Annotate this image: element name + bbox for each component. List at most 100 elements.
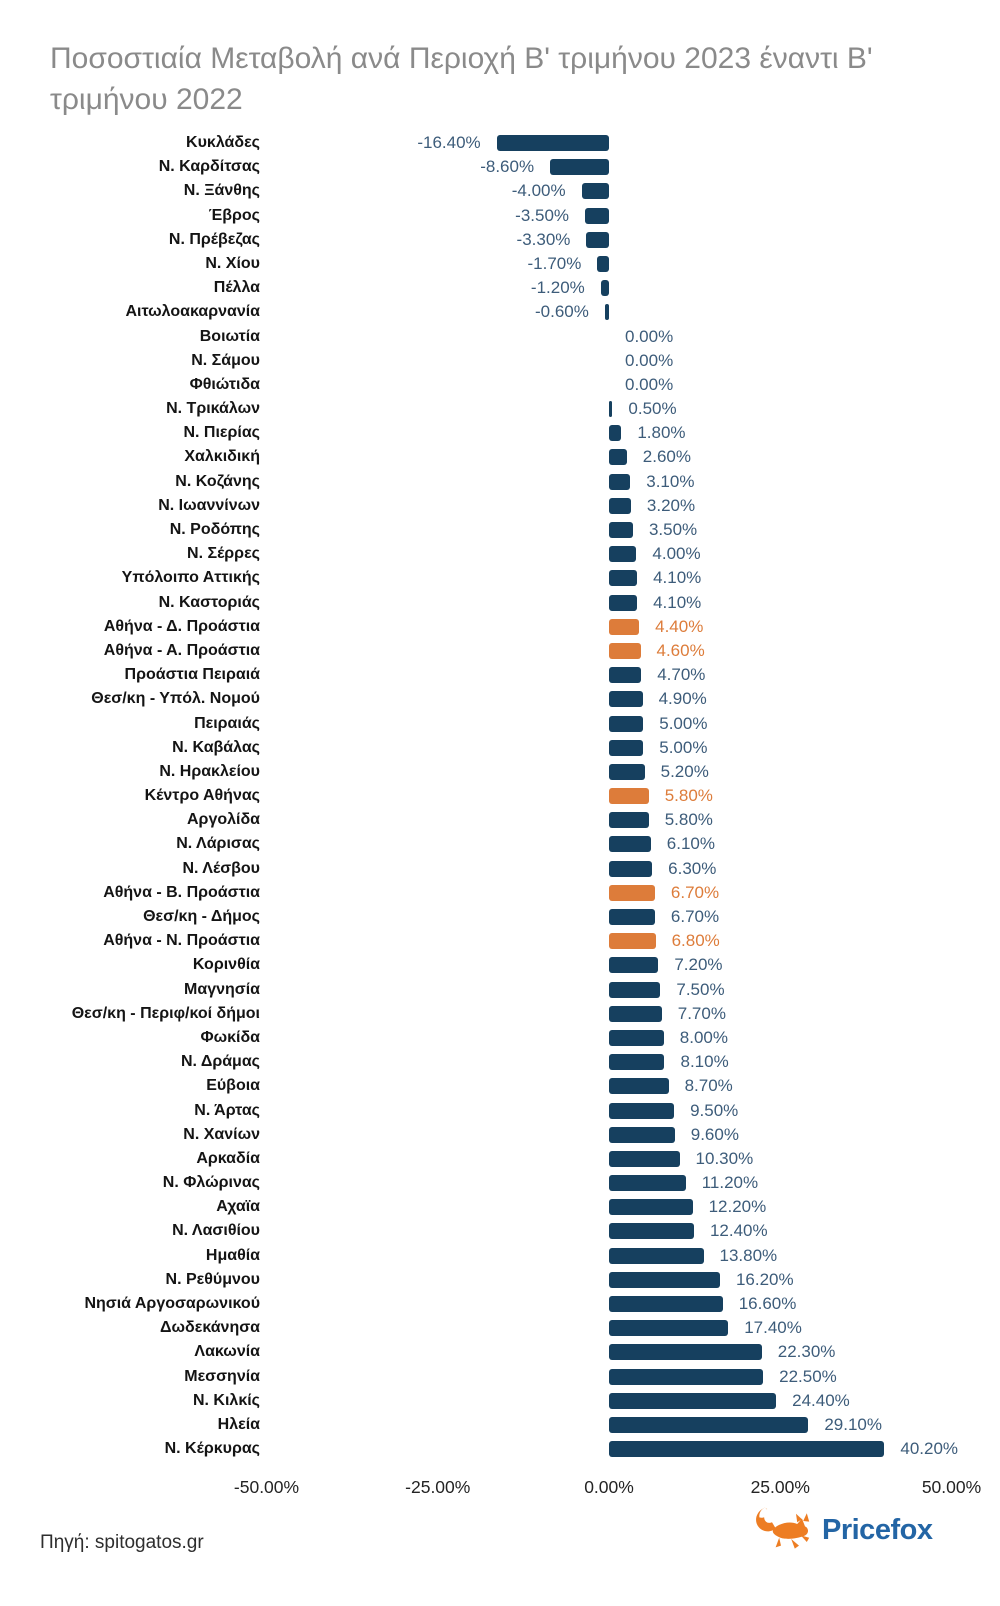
bar-plot-area: -1.20% <box>260 276 1000 300</box>
bar[interactable] <box>609 642 641 659</box>
bar-plot-area: 0.00% <box>260 373 1000 397</box>
bar[interactable] <box>609 1368 764 1385</box>
bar-row: Κέντρο Αθήνας 5.80% <box>0 784 1000 808</box>
bar[interactable] <box>609 1223 694 1240</box>
bar[interactable] <box>609 1416 809 1433</box>
value-label: 8.70% <box>684 1076 733 1096</box>
bar[interactable] <box>496 135 609 151</box>
bar[interactable] <box>609 1078 669 1095</box>
region-label: Ν. Φλώρινας <box>162 1174 260 1192</box>
value-label: 7.50% <box>676 979 725 999</box>
bar-row: Έβρος -3.50% <box>0 204 1000 228</box>
bar[interactable] <box>609 739 644 756</box>
bar[interactable] <box>609 497 631 514</box>
bar[interactable] <box>609 401 613 418</box>
bar[interactable] <box>609 715 644 732</box>
bar-plot-area: 4.60% <box>260 639 1000 663</box>
region-label: Ν. Καστοριάς <box>158 593 260 611</box>
region-label: Χαλκιδική <box>184 448 260 466</box>
bar[interactable] <box>609 1320 729 1337</box>
bar[interactable] <box>581 183 609 200</box>
value-label: 7.70% <box>677 1003 726 1023</box>
bar-row: Αχαϊα 12.20% <box>0 1195 1000 1219</box>
bar[interactable] <box>586 231 609 248</box>
bar[interactable] <box>609 763 645 780</box>
bar-row: Εύβοια 8.70% <box>0 1074 1000 1098</box>
bar-plot-area: 17.40% <box>260 1316 1000 1340</box>
bar-row: Ημαθία 13.80% <box>0 1244 1000 1268</box>
bar-plot-area: -1.70% <box>260 252 1000 276</box>
bar-row: Φθιώτιδα 0.00% <box>0 373 1000 397</box>
region-label: Μαγνησία <box>184 980 260 998</box>
bar[interactable] <box>609 1344 762 1361</box>
bar[interactable] <box>609 981 661 998</box>
region-label: Ν. Καρδίτσας <box>158 158 260 176</box>
value-label: -1.20% <box>530 278 585 298</box>
bar[interactable] <box>609 1441 885 1458</box>
bar-plot-area: 4.90% <box>260 687 1000 711</box>
source-text: Πηγή: spitogatos.gr <box>40 1532 204 1553</box>
bar-row: Ν. Χανίων 9.60% <box>0 1123 1000 1147</box>
bar[interactable] <box>550 159 609 176</box>
bar[interactable] <box>597 255 609 272</box>
chart-title: Ποσοστιαία Μεταβολή ανά Περιοχή Β' τριμή… <box>50 42 873 117</box>
value-label: 2.60% <box>642 447 691 467</box>
bar[interactable] <box>609 1247 704 1264</box>
bar[interactable] <box>609 884 655 901</box>
bar[interactable] <box>585 207 609 224</box>
value-label: 3.20% <box>646 495 696 515</box>
region-label: Ν. Κέρκυρας <box>164 1440 260 1458</box>
bar-row: Θεσ/κη - Περιφ/κοί δήμοι 7.70% <box>0 1002 1000 1026</box>
bar-row: Ν. Κοζάνης 3.10% <box>0 470 1000 494</box>
bar[interactable] <box>609 546 637 563</box>
bar[interactable] <box>609 1005 662 1022</box>
value-label: 11.20% <box>701 1173 759 1193</box>
bar[interactable] <box>609 1392 777 1409</box>
bar[interactable] <box>609 909 655 925</box>
bar[interactable] <box>609 522 633 538</box>
region-label: Ν. Σάμου <box>191 351 260 369</box>
bar[interactable] <box>609 1054 665 1071</box>
bar[interactable] <box>609 1296 723 1312</box>
bar[interactable] <box>609 860 653 877</box>
bar[interactable] <box>609 1102 675 1119</box>
bar[interactable] <box>609 1271 720 1288</box>
bar[interactable] <box>609 449 627 466</box>
bar[interactable] <box>609 812 649 829</box>
region-label: Έβρος <box>208 206 260 224</box>
bar-row: Ν. Δράμας 8.10% <box>0 1050 1000 1074</box>
bar[interactable] <box>609 1029 664 1046</box>
bar-row: Δωδεκάνησα 17.40% <box>0 1316 1000 1340</box>
bar[interactable] <box>609 1175 686 1192</box>
bar[interactable] <box>609 570 638 587</box>
bar-plot-area: 24.40% <box>260 1389 1000 1413</box>
bar-row: Ν. Λάρισας 6.10% <box>0 832 1000 856</box>
value-label: -8.60% <box>480 157 535 177</box>
bar[interactable] <box>609 957 659 974</box>
bar[interactable] <box>609 473 631 490</box>
bar[interactable] <box>609 691 643 708</box>
bar[interactable] <box>609 425 622 442</box>
bar[interactable] <box>609 594 638 611</box>
region-label: Ν. Τρικάλων <box>166 400 260 418</box>
value-label: 3.50% <box>648 520 698 539</box>
value-label: 0.50% <box>628 399 677 419</box>
bar[interactable] <box>604 304 609 321</box>
value-label: 4.70% <box>657 665 706 685</box>
bar-row: Προάστια Πειραιά 4.70% <box>0 663 1000 687</box>
bar[interactable] <box>609 618 640 635</box>
value-label: 4.40% <box>655 616 704 636</box>
bar[interactable] <box>609 836 651 853</box>
bar[interactable] <box>609 1199 693 1216</box>
bar[interactable] <box>600 280 609 297</box>
bar-plot-area: 3.50% <box>260 518 1000 542</box>
bar[interactable] <box>609 667 642 684</box>
bar-row: Αιτωλοακαρνανία -0.60% <box>0 300 1000 324</box>
bar[interactable] <box>609 1126 675 1143</box>
bar-row: Αρκαδία 10.30% <box>0 1147 1000 1171</box>
bar[interactable] <box>609 933 656 950</box>
bar[interactable] <box>609 788 649 805</box>
bar[interactable] <box>609 1150 680 1167</box>
region-label: Ημαθία <box>205 1246 260 1264</box>
value-label: 0.00% <box>625 374 674 394</box>
